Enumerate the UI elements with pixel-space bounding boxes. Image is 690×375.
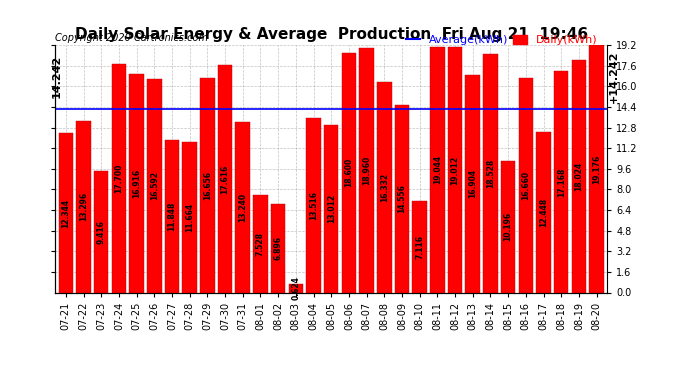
Bar [306,118,321,292]
Text: 9.416: 9.416 [97,220,106,244]
Bar [359,48,374,292]
Text: 0.624: 0.624 [291,276,300,300]
Text: 17.700: 17.700 [115,164,124,193]
Text: 12.448: 12.448 [539,198,548,227]
Text: 16.592: 16.592 [150,171,159,200]
Text: 13.296: 13.296 [79,192,88,221]
Text: 18.024: 18.024 [574,162,583,191]
Text: Copyright 2020 Cartronics.com: Copyright 2020 Cartronics.com [55,33,208,42]
Text: 16.904: 16.904 [469,169,477,198]
Text: 12.344: 12.344 [61,198,70,228]
Text: +14.242: +14.242 [609,50,620,103]
Bar [129,75,144,292]
Text: 18.600: 18.600 [344,158,353,187]
Bar [430,47,444,292]
Text: 16.916: 16.916 [132,169,141,198]
Text: 11.848: 11.848 [168,201,177,231]
Bar [94,171,108,292]
Bar [589,45,604,292]
Bar [112,64,126,292]
Bar [324,125,339,292]
Text: 16.660: 16.660 [522,171,531,200]
Bar [483,54,497,292]
Text: 18.528: 18.528 [486,159,495,188]
Text: 17.616: 17.616 [221,164,230,194]
Bar [218,65,233,292]
Bar [253,195,268,292]
Bar [182,142,197,292]
Text: 13.012: 13.012 [326,194,336,223]
Bar [519,78,533,292]
Text: 14.556: 14.556 [397,184,406,213]
Text: 19.044: 19.044 [433,155,442,184]
Bar [413,201,427,292]
Bar [342,53,356,292]
Bar [271,204,286,292]
Bar [501,161,515,292]
Bar [288,285,303,292]
Text: 13.240: 13.240 [238,193,247,222]
Text: 13.516: 13.516 [309,191,318,220]
Bar [395,105,409,292]
Bar [200,78,215,292]
Bar [571,60,586,292]
Bar [466,75,480,292]
Bar [235,122,250,292]
Text: 17.168: 17.168 [557,167,566,196]
Text: 18.960: 18.960 [362,156,371,185]
Text: 16.332: 16.332 [380,172,388,202]
Text: 11.664: 11.664 [185,203,194,232]
Bar [554,71,569,292]
Legend: Average(kWh), Daily(kWh): Average(kWh), Daily(kWh) [402,31,602,50]
Title: Daily Solar Energy & Average  Production  Fri Aug 21  19:46: Daily Solar Energy & Average Production … [75,27,588,42]
Text: 16.656: 16.656 [203,171,212,200]
Text: 14.242: 14.242 [52,55,62,98]
Bar [77,121,91,292]
Bar [377,82,391,292]
Text: 7.116: 7.116 [415,235,424,259]
Bar [448,47,462,292]
Text: 6.896: 6.896 [274,236,283,260]
Bar [536,132,551,292]
Bar [59,134,73,292]
Text: 19.012: 19.012 [451,155,460,184]
Bar [147,79,161,292]
Text: 7.528: 7.528 [256,232,265,256]
Text: 19.176: 19.176 [592,154,601,183]
Text: 10.196: 10.196 [504,212,513,242]
Bar [165,140,179,292]
